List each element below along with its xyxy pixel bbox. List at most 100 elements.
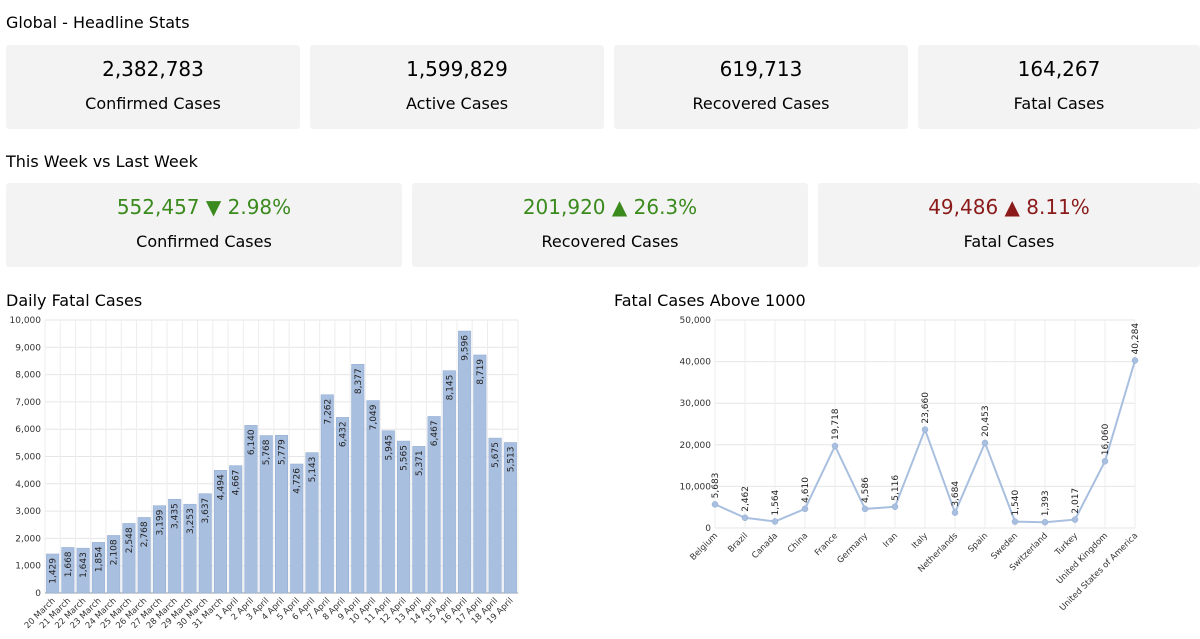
bar-data-label: 1,429 <box>49 558 59 584</box>
bar-data-label: 8,719 <box>476 359 486 385</box>
bar-ytick-label: 9,000 <box>15 343 41 353</box>
bar-data-label: 6,140 <box>247 429 257 455</box>
bar-ytick-label: 2,000 <box>15 534 41 544</box>
line-data-label: 4,586 <box>861 477 871 503</box>
bar-17-april <box>473 354 487 594</box>
confirmed-cases-value: 2,382,783 <box>102 57 204 81</box>
point-turkey <box>1071 516 1079 523</box>
line-data-label: 23,660 <box>921 392 931 424</box>
bar-16-april <box>458 330 472 594</box>
point-sweden <box>1011 518 1019 525</box>
bar-ytick-label: 5,000 <box>15 453 41 463</box>
fatal-above-1000-line-chart: 0 10,000 20,000 30,000 40,000 50,000 5,683 Belg… <box>680 316 1142 613</box>
bar-data-label: 5,565 <box>400 445 410 471</box>
weekly-recovered-label: Recovered Cases <box>541 232 679 251</box>
line-data-label: 1,564 <box>771 489 781 515</box>
fatal-cases-value: 164,267 <box>1017 57 1101 81</box>
point-china <box>801 505 809 513</box>
bar-9-april <box>351 364 365 594</box>
bar-ytick-label: 3,000 <box>15 507 41 517</box>
bar-data-label: 2,768 <box>140 521 150 547</box>
active-cases-label: Active Cases <box>405 94 509 113</box>
line-data-label: 20,453 <box>981 405 991 437</box>
bar-5-april <box>290 463 304 594</box>
bar-25-march <box>122 523 136 594</box>
bar-ytick-label: 4,000 <box>15 480 41 490</box>
bar-data-label: 3,435 <box>171 503 181 529</box>
bar-data-label: 4,667 <box>232 470 242 496</box>
bar-20-march <box>46 553 60 594</box>
line-ytick-label: 50,000 <box>680 316 712 326</box>
bar-24-march <box>107 535 121 594</box>
recovered-cases-card: 619,713 Recovered Cases <box>614 45 908 129</box>
point-iran <box>891 503 899 510</box>
bar-data-label: 3,253 <box>186 508 196 534</box>
fatal-cases-label: Fatal Cases <box>1013 94 1105 113</box>
line-xtick-label: China <box>786 531 810 555</box>
bar-4-april <box>274 434 289 594</box>
line-xtick-label: Belgium <box>688 531 720 563</box>
point-brazil <box>741 514 749 522</box>
bar-data-label: 6,467 <box>430 420 440 446</box>
bar-data-label: 2,548 <box>125 527 135 553</box>
bar-data-label: 9,596 <box>461 335 471 361</box>
headline-title: Global - Headline Stats <box>6 13 190 32</box>
point-germany <box>861 505 869 513</box>
bar-15-april <box>442 370 456 594</box>
line-xtick-label: Canada <box>750 531 780 561</box>
bar-ytick-label: 0 <box>35 589 41 599</box>
bar-26-march <box>137 517 151 594</box>
daily-fatal-bar-chart: 0 1,000 2,000 3,000 4,000 5,000 6,000 7,000 8,00… <box>10 316 519 631</box>
line-xtick-label: France <box>813 531 840 558</box>
bar-data-label: 5,768 <box>262 439 272 465</box>
bar-data-label: 3,199 <box>155 509 165 535</box>
line-data-label: 2,462 <box>741 486 751 512</box>
line-xtick-label: Brazil <box>726 531 750 555</box>
bar-data-label: 6,432 <box>339 421 349 447</box>
bar-data-label: 8,145 <box>445 375 455 401</box>
bar-1-april <box>229 465 243 594</box>
bar-data-label: 5,371 <box>415 450 425 476</box>
line-xtick-label: Turkey <box>1053 531 1080 558</box>
bar-19-april <box>503 442 517 594</box>
point-switzerland <box>1041 518 1049 526</box>
line-xtick-label: Germany <box>835 531 870 566</box>
point-united-states-of-america <box>1131 357 1139 364</box>
bar-data-label: 4,494 <box>216 474 226 500</box>
bar-8-april <box>336 417 350 594</box>
bar-data-label: 5,675 <box>491 442 501 468</box>
point-united-kingdom <box>1101 457 1109 465</box>
weekly-confirmed-value: 552,457 ▼ 2.98% <box>116 195 292 219</box>
bar-30-march <box>198 493 212 594</box>
bar-29-march <box>183 503 197 594</box>
confirmed-cases-card: 2,382,783 Confirmed Cases <box>6 45 300 129</box>
line-data-label: 40,284 <box>1131 323 1141 355</box>
recovered-cases-value: 619,713 <box>719 57 803 81</box>
line-ytick-label: 0 <box>705 524 711 534</box>
point-italy <box>921 426 929 433</box>
line-ytick-label: 20,000 <box>680 441 712 451</box>
weekly-recovered-value: 201,920 ▲ 26.3% <box>522 195 698 219</box>
weekly-confirmed-card: 552,457 ▼ 2.98% Confirmed Cases <box>6 183 402 267</box>
bar-23-march <box>91 542 105 594</box>
line-data-label: 19,718 <box>831 408 841 440</box>
confirmed-cases-label: Confirmed Cases <box>85 94 221 113</box>
bar-data-label: 3,637 <box>201 498 211 524</box>
bar-data-label: 1,854 <box>94 546 104 572</box>
weekly-fatal-card: 49,486 ▲ 8.11% Fatal Cases <box>818 183 1200 267</box>
fatal-above-1000-chart-title: Fatal Cases Above 1000 <box>614 291 806 310</box>
bar-ytick-label: 1,000 <box>15 562 41 572</box>
weekly-fatal-label: Fatal Cases <box>963 232 1055 251</box>
bar-data-label: 4,726 <box>293 468 303 494</box>
bar-11-april <box>381 430 395 594</box>
bar-7-april <box>320 394 334 594</box>
bar-27-march <box>152 505 166 594</box>
line-data-label: 2,017 <box>1071 488 1081 514</box>
line-xtick-label: Spain <box>966 531 990 555</box>
line-data-label: 16,060 <box>1101 423 1111 455</box>
line-ytick-label: 10,000 <box>680 482 712 492</box>
bar-data-label: 8,377 <box>354 368 364 394</box>
point-netherlands <box>951 509 959 516</box>
bar-3-april <box>259 435 273 594</box>
recovered-cases-label: Recovered Cases <box>692 94 830 113</box>
